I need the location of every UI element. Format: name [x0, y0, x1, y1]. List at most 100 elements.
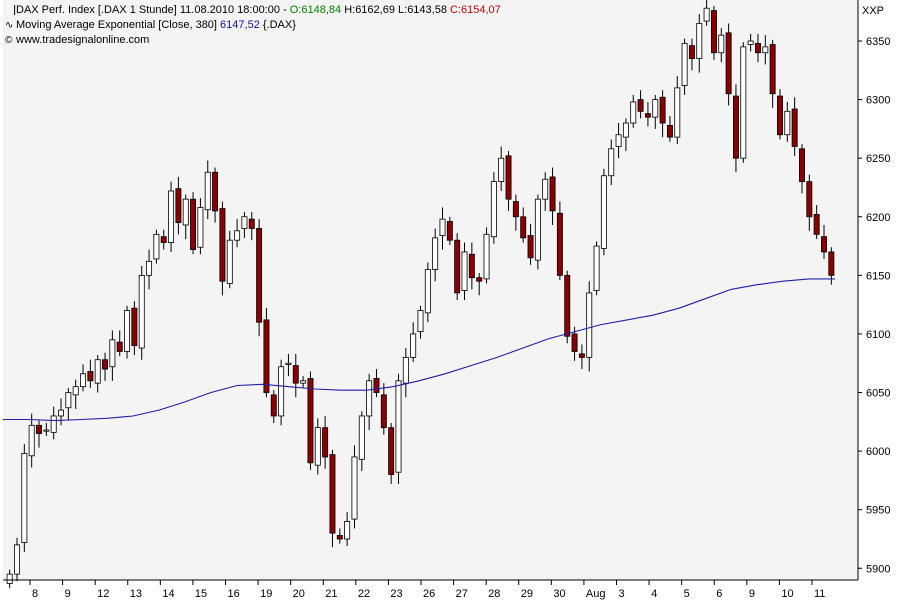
- candle-down: [446, 221, 453, 241]
- candle-up: [402, 356, 409, 384]
- close-value: C:6154,07: [450, 4, 501, 16]
- candle-down: [219, 208, 226, 282]
- candle-up: [234, 230, 241, 241]
- line-chart-icon: ∿: [5, 20, 14, 31]
- candle-down: [527, 235, 534, 259]
- candle-up: [593, 245, 600, 291]
- candle-down: [388, 427, 395, 475]
- legend-row-source: © www.tradesignalonline.com: [5, 33, 501, 48]
- x-tick-label: 10: [781, 588, 793, 600]
- x-tick-label: 27: [456, 588, 468, 600]
- candle-up: [197, 206, 204, 248]
- candle-up: [542, 178, 549, 200]
- x-tick-label: 9: [749, 588, 755, 600]
- candle-down: [263, 319, 270, 393]
- candle-up: [28, 424, 35, 457]
- candle-up: [50, 415, 57, 433]
- y-tick-label: 5900: [866, 563, 890, 575]
- candle-down: [270, 394, 277, 417]
- high-value: H:6162,69: [344, 4, 395, 16]
- candle-down: [307, 378, 314, 464]
- candle-down: [468, 253, 475, 279]
- candle-up: [615, 134, 622, 147]
- candle-up: [344, 521, 351, 540]
- candle-down: [732, 95, 739, 159]
- chart-legend: ⎹DAX Perf. Index [.DAX 1 Stunde] 11.08.2…: [5, 3, 501, 48]
- candle-down: [322, 427, 329, 458]
- candle-up: [784, 110, 791, 136]
- ma-value: 6147,52: [220, 19, 260, 31]
- candle-down: [813, 214, 820, 235]
- candle-down: [556, 212, 563, 276]
- copyright-icon: ©: [5, 35, 13, 46]
- candle-down: [336, 535, 343, 540]
- x-tick-label: 15: [195, 588, 207, 600]
- y-tick-label: 6200: [866, 212, 890, 224]
- candle-up: [124, 310, 131, 352]
- x-tick-label: 3: [619, 588, 625, 600]
- candle-up: [351, 456, 358, 520]
- x-tick-label: 23: [390, 588, 402, 600]
- candle-up: [72, 386, 79, 396]
- x-tick-label: 16: [228, 588, 240, 600]
- candle-up: [153, 233, 160, 260]
- y-tick-label: 6250: [866, 153, 890, 165]
- candle-up: [109, 339, 116, 368]
- low-value: L:6143,58: [398, 4, 447, 16]
- x-tick-label: 21: [325, 588, 337, 600]
- candle-down: [571, 333, 578, 352]
- source-link[interactable]: www.tradesignalonline.com: [16, 34, 150, 46]
- candle-up: [410, 333, 417, 358]
- candle-down: [791, 108, 798, 147]
- y-axis-unit-label: XXP: [862, 5, 884, 17]
- x-tick-label: 19: [260, 588, 272, 600]
- candle-down: [688, 45, 695, 59]
- candle-up: [65, 392, 72, 409]
- candle-up: [278, 366, 285, 417]
- candle-down: [725, 32, 732, 95]
- x-tick-label: 29: [521, 588, 533, 600]
- candle-up: [608, 148, 615, 177]
- candle-down: [175, 188, 182, 224]
- candle-down: [755, 42, 761, 54]
- candle-up: [703, 7, 710, 22]
- candle-up: [600, 175, 607, 249]
- candle-up: [681, 42, 688, 86]
- candle-up: [652, 99, 659, 118]
- y-tick-label: 5950: [866, 505, 890, 517]
- candle-down: [102, 359, 109, 370]
- candle-up: [439, 218, 446, 236]
- candle-down: [160, 236, 167, 243]
- candle-up: [534, 198, 541, 261]
- candle-up: [395, 380, 402, 473]
- candle-down: [248, 218, 255, 229]
- candle-down: [87, 371, 94, 382]
- x-tick-label: 22: [358, 588, 370, 600]
- candle-up: [358, 415, 365, 460]
- candle-down: [769, 44, 776, 95]
- candle-down: [777, 95, 783, 136]
- y-tick-label: 6100: [866, 329, 890, 341]
- y-tick-label: 6000: [866, 446, 890, 458]
- candle-up: [432, 237, 439, 270]
- candle-up: [146, 260, 153, 276]
- candle-down: [549, 176, 556, 212]
- candle-up: [21, 453, 28, 543]
- candle-down: [36, 424, 42, 434]
- y-tick-label: 6300: [866, 95, 890, 107]
- moving-average-line: [3, 278, 835, 422]
- x-tick-label: 14: [162, 588, 174, 600]
- x-tick-label: 8: [32, 588, 38, 600]
- candle-down: [505, 155, 512, 200]
- candle-down: [512, 201, 519, 218]
- candle-down: [454, 239, 461, 294]
- x-tick-label: 20: [293, 588, 305, 600]
- candle-up: [740, 46, 747, 159]
- candle-down: [659, 96, 666, 124]
- candle-up: [490, 181, 497, 238]
- candle-down: [212, 171, 219, 212]
- candle-up: [314, 427, 321, 466]
- x-tick-label: 28: [488, 588, 500, 600]
- x-tick-label: 4: [651, 588, 657, 600]
